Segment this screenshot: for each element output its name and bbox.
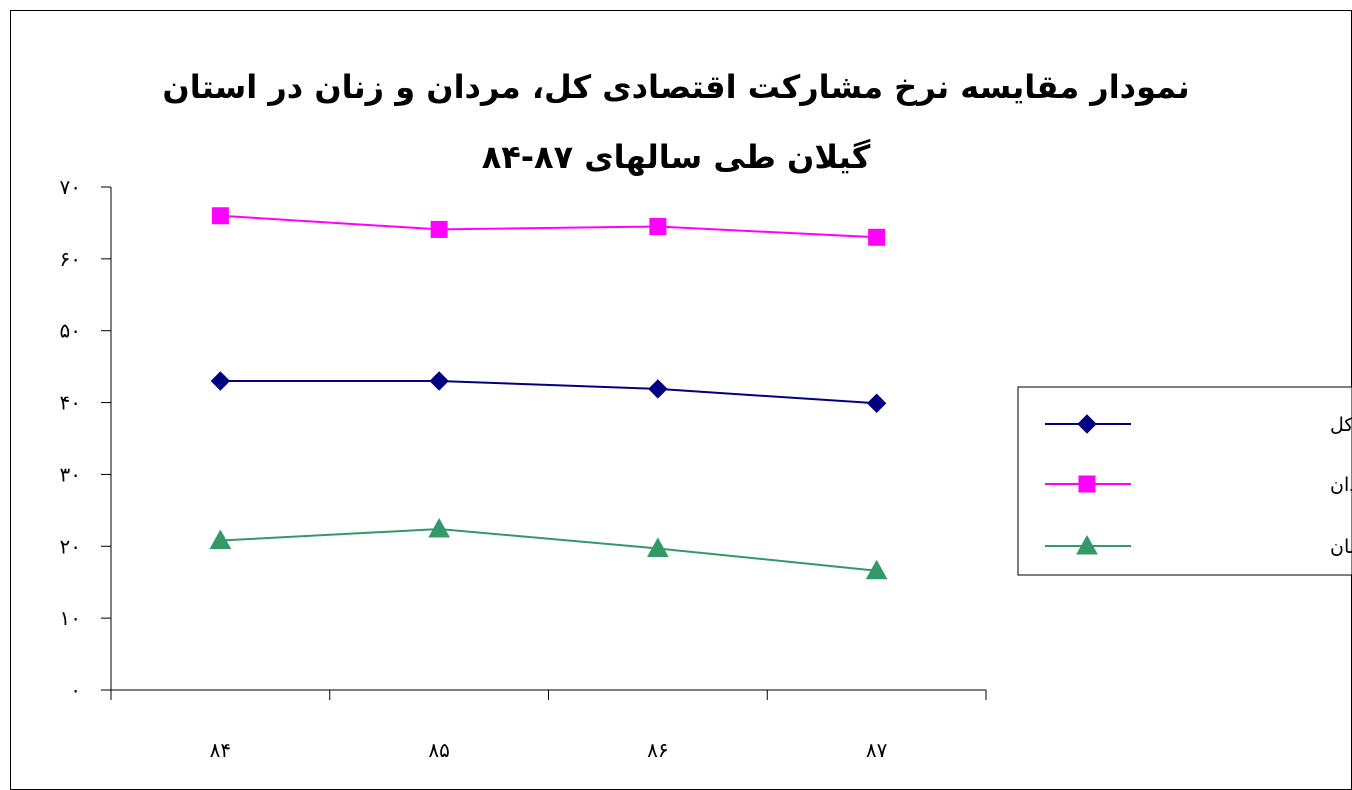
y-tick-label: ۱۰ [60, 606, 81, 630]
data-point-series-1 [429, 371, 449, 391]
data-point-series-1 [210, 371, 231, 391]
legend-label-2: نرخ مشارکت مردان [1330, 474, 1352, 496]
data-point-series-2 [649, 218, 667, 236]
data-point-series-2 [211, 207, 229, 225]
data-point-series-2 [430, 220, 448, 238]
axes: ۰ ۱۰ ۲۰ ۳۰ ۴۰ ۵۰ ۶۰ ۷۰ ۸۴ ۸۵ ۸۶ ۸۷ [60, 175, 987, 762]
legend-box [1017, 386, 1352, 576]
legend-marker-3 [1076, 534, 1098, 555]
y-tick-label: ۰ [70, 678, 81, 702]
legend-label-1: نرخ مشارکت کل [1330, 414, 1352, 436]
x-tick-label: ۸۷ [866, 738, 888, 762]
y-tick-label: ۷۰ [60, 175, 81, 199]
data-point-series-1 [866, 393, 887, 413]
data-point-series-2 [868, 228, 886, 246]
series-line-1 [220, 380, 877, 405]
y-tick-label: ۶۰ [60, 247, 81, 271]
series-line-2 [220, 214, 877, 239]
legend-marker-2 [1078, 475, 1096, 493]
legend-marker-1 [1077, 414, 1097, 434]
series-layer [209, 207, 888, 580]
x-tick-label: ۸۴ [210, 738, 231, 762]
data-point-series-1 [648, 379, 668, 399]
data-point-series-3 [428, 518, 450, 538]
x-tick-label: ۸۶ [647, 738, 668, 762]
series-line-3 [220, 528, 877, 572]
data-point-series-3 [209, 529, 232, 550]
legend: نرخ مشارکت کل نرخ مشارکت مردان نرخ مشارکت … [1045, 414, 1352, 558]
data-point-series-3 [647, 537, 669, 557]
x-tick-label: ۸۵ [428, 738, 449, 762]
y-tick-label: ۲۰ [60, 534, 81, 558]
chart-title-line-1: نمودار مقایسه نرخ مشارکت اقتصادی کل، مرد… [162, 68, 1189, 106]
y-tick-label: ۵۰ [60, 319, 81, 343]
chart-title-line-2: گیلان طی سالهای ۸۷-۸۴ [482, 138, 871, 176]
data-point-series-3 [865, 559, 888, 580]
legend-label-3: نرخ مشارکت زنان [1330, 536, 1352, 558]
y-tick-label: ۴۰ [60, 391, 81, 415]
y-tick-label: ۳۰ [60, 462, 81, 486]
